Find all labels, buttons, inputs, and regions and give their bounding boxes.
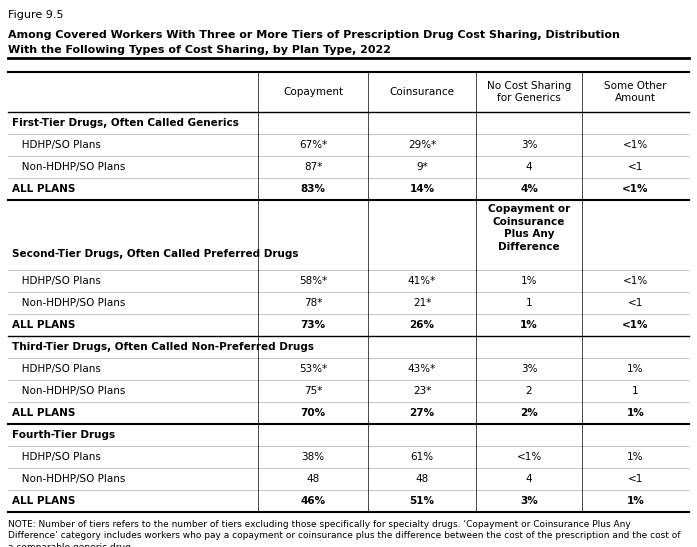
Text: 1%: 1% xyxy=(521,276,537,286)
Text: 83%: 83% xyxy=(300,184,325,194)
Text: No Cost Sharing
for Generics: No Cost Sharing for Generics xyxy=(487,80,571,103)
Text: 2: 2 xyxy=(526,386,533,396)
Text: 73%: 73% xyxy=(300,320,325,330)
Text: 2%: 2% xyxy=(520,408,538,418)
Text: 43%*: 43%* xyxy=(408,364,436,374)
Text: <1%: <1% xyxy=(622,184,649,194)
Text: 53%*: 53%* xyxy=(299,364,327,374)
Text: <1: <1 xyxy=(628,162,643,172)
Text: <1%: <1% xyxy=(516,452,542,462)
Text: 51%: 51% xyxy=(410,496,434,506)
Text: <1%: <1% xyxy=(622,320,649,330)
Text: 1%: 1% xyxy=(627,452,644,462)
Text: ALL PLANS: ALL PLANS xyxy=(12,184,75,194)
Text: Non-HDHP/SO Plans: Non-HDHP/SO Plans xyxy=(12,162,125,172)
Text: 46%: 46% xyxy=(300,496,325,506)
Text: Coinsurance: Coinsurance xyxy=(390,87,454,97)
Text: Non-HDHP/SO Plans: Non-HDHP/SO Plans xyxy=(12,474,125,484)
Text: <1: <1 xyxy=(628,298,643,308)
Text: Among Covered Workers With Three or More Tiers of Prescription Drug Cost Sharing: Among Covered Workers With Three or More… xyxy=(8,30,620,40)
Text: Third-Tier Drugs, Often Called Non-Preferred Drugs: Third-Tier Drugs, Often Called Non-Prefe… xyxy=(12,342,314,352)
Text: HDHP/SO Plans: HDHP/SO Plans xyxy=(12,276,101,286)
Text: 4: 4 xyxy=(526,474,533,484)
Text: Fourth-Tier Drugs: Fourth-Tier Drugs xyxy=(12,430,115,440)
Text: 61%: 61% xyxy=(411,452,434,462)
Text: Non-HDHP/SO Plans: Non-HDHP/SO Plans xyxy=(12,386,125,396)
Text: 4%: 4% xyxy=(520,184,538,194)
Text: Copayment or
Coinsurance
Plus Any
Difference: Copayment or Coinsurance Plus Any Differ… xyxy=(488,204,570,252)
Text: 3%: 3% xyxy=(521,364,537,374)
Text: 14%: 14% xyxy=(409,184,434,194)
Text: ALL PLANS: ALL PLANS xyxy=(12,496,75,506)
Text: 58%*: 58%* xyxy=(299,276,327,286)
Text: ALL PLANS: ALL PLANS xyxy=(12,408,75,418)
Text: 38%: 38% xyxy=(301,452,325,462)
Text: 70%: 70% xyxy=(300,408,325,418)
Text: 9*: 9* xyxy=(416,162,428,172)
Text: 3%: 3% xyxy=(520,496,538,506)
Text: 1%: 1% xyxy=(627,408,644,418)
Text: 1%: 1% xyxy=(627,496,644,506)
Text: Second-Tier Drugs, Often Called Preferred Drugs: Second-Tier Drugs, Often Called Preferre… xyxy=(12,249,298,259)
Text: 48: 48 xyxy=(307,474,320,484)
Text: 41%*: 41%* xyxy=(408,276,436,286)
Text: NOTE: Number of tiers refers to the number of tiers excluding those specifically: NOTE: Number of tiers refers to the numb… xyxy=(8,520,680,547)
Text: 48: 48 xyxy=(415,474,429,484)
Text: 27%: 27% xyxy=(409,408,434,418)
Text: 78*: 78* xyxy=(304,298,322,308)
Text: ALL PLANS: ALL PLANS xyxy=(12,320,75,330)
Text: Copayment: Copayment xyxy=(283,87,343,97)
Text: Some Other
Amount: Some Other Amount xyxy=(604,80,667,103)
Text: HDHP/SO Plans: HDHP/SO Plans xyxy=(12,452,101,462)
Text: 29%*: 29%* xyxy=(408,140,436,150)
Text: 67%*: 67%* xyxy=(299,140,327,150)
Text: 1%: 1% xyxy=(520,320,538,330)
Text: 21*: 21* xyxy=(413,298,431,308)
Text: First-Tier Drugs, Often Called Generics: First-Tier Drugs, Often Called Generics xyxy=(12,118,239,128)
Text: 26%: 26% xyxy=(410,320,434,330)
Text: Non-HDHP/SO Plans: Non-HDHP/SO Plans xyxy=(12,298,125,308)
Text: 1%: 1% xyxy=(627,364,644,374)
Text: HDHP/SO Plans: HDHP/SO Plans xyxy=(12,140,101,150)
Text: <1%: <1% xyxy=(623,276,648,286)
Text: <1: <1 xyxy=(628,474,643,484)
Text: HDHP/SO Plans: HDHP/SO Plans xyxy=(12,364,101,374)
Text: Figure 9.5: Figure 9.5 xyxy=(8,10,63,20)
Text: 87*: 87* xyxy=(304,162,322,172)
Text: With the Following Types of Cost Sharing, by Plan Type, 2022: With the Following Types of Cost Sharing… xyxy=(8,45,391,55)
Text: 3%: 3% xyxy=(521,140,537,150)
Text: <1%: <1% xyxy=(623,140,648,150)
Text: 4: 4 xyxy=(526,162,533,172)
Text: 1: 1 xyxy=(632,386,639,396)
Text: 1: 1 xyxy=(526,298,533,308)
Text: 23*: 23* xyxy=(413,386,431,396)
Text: 75*: 75* xyxy=(304,386,322,396)
